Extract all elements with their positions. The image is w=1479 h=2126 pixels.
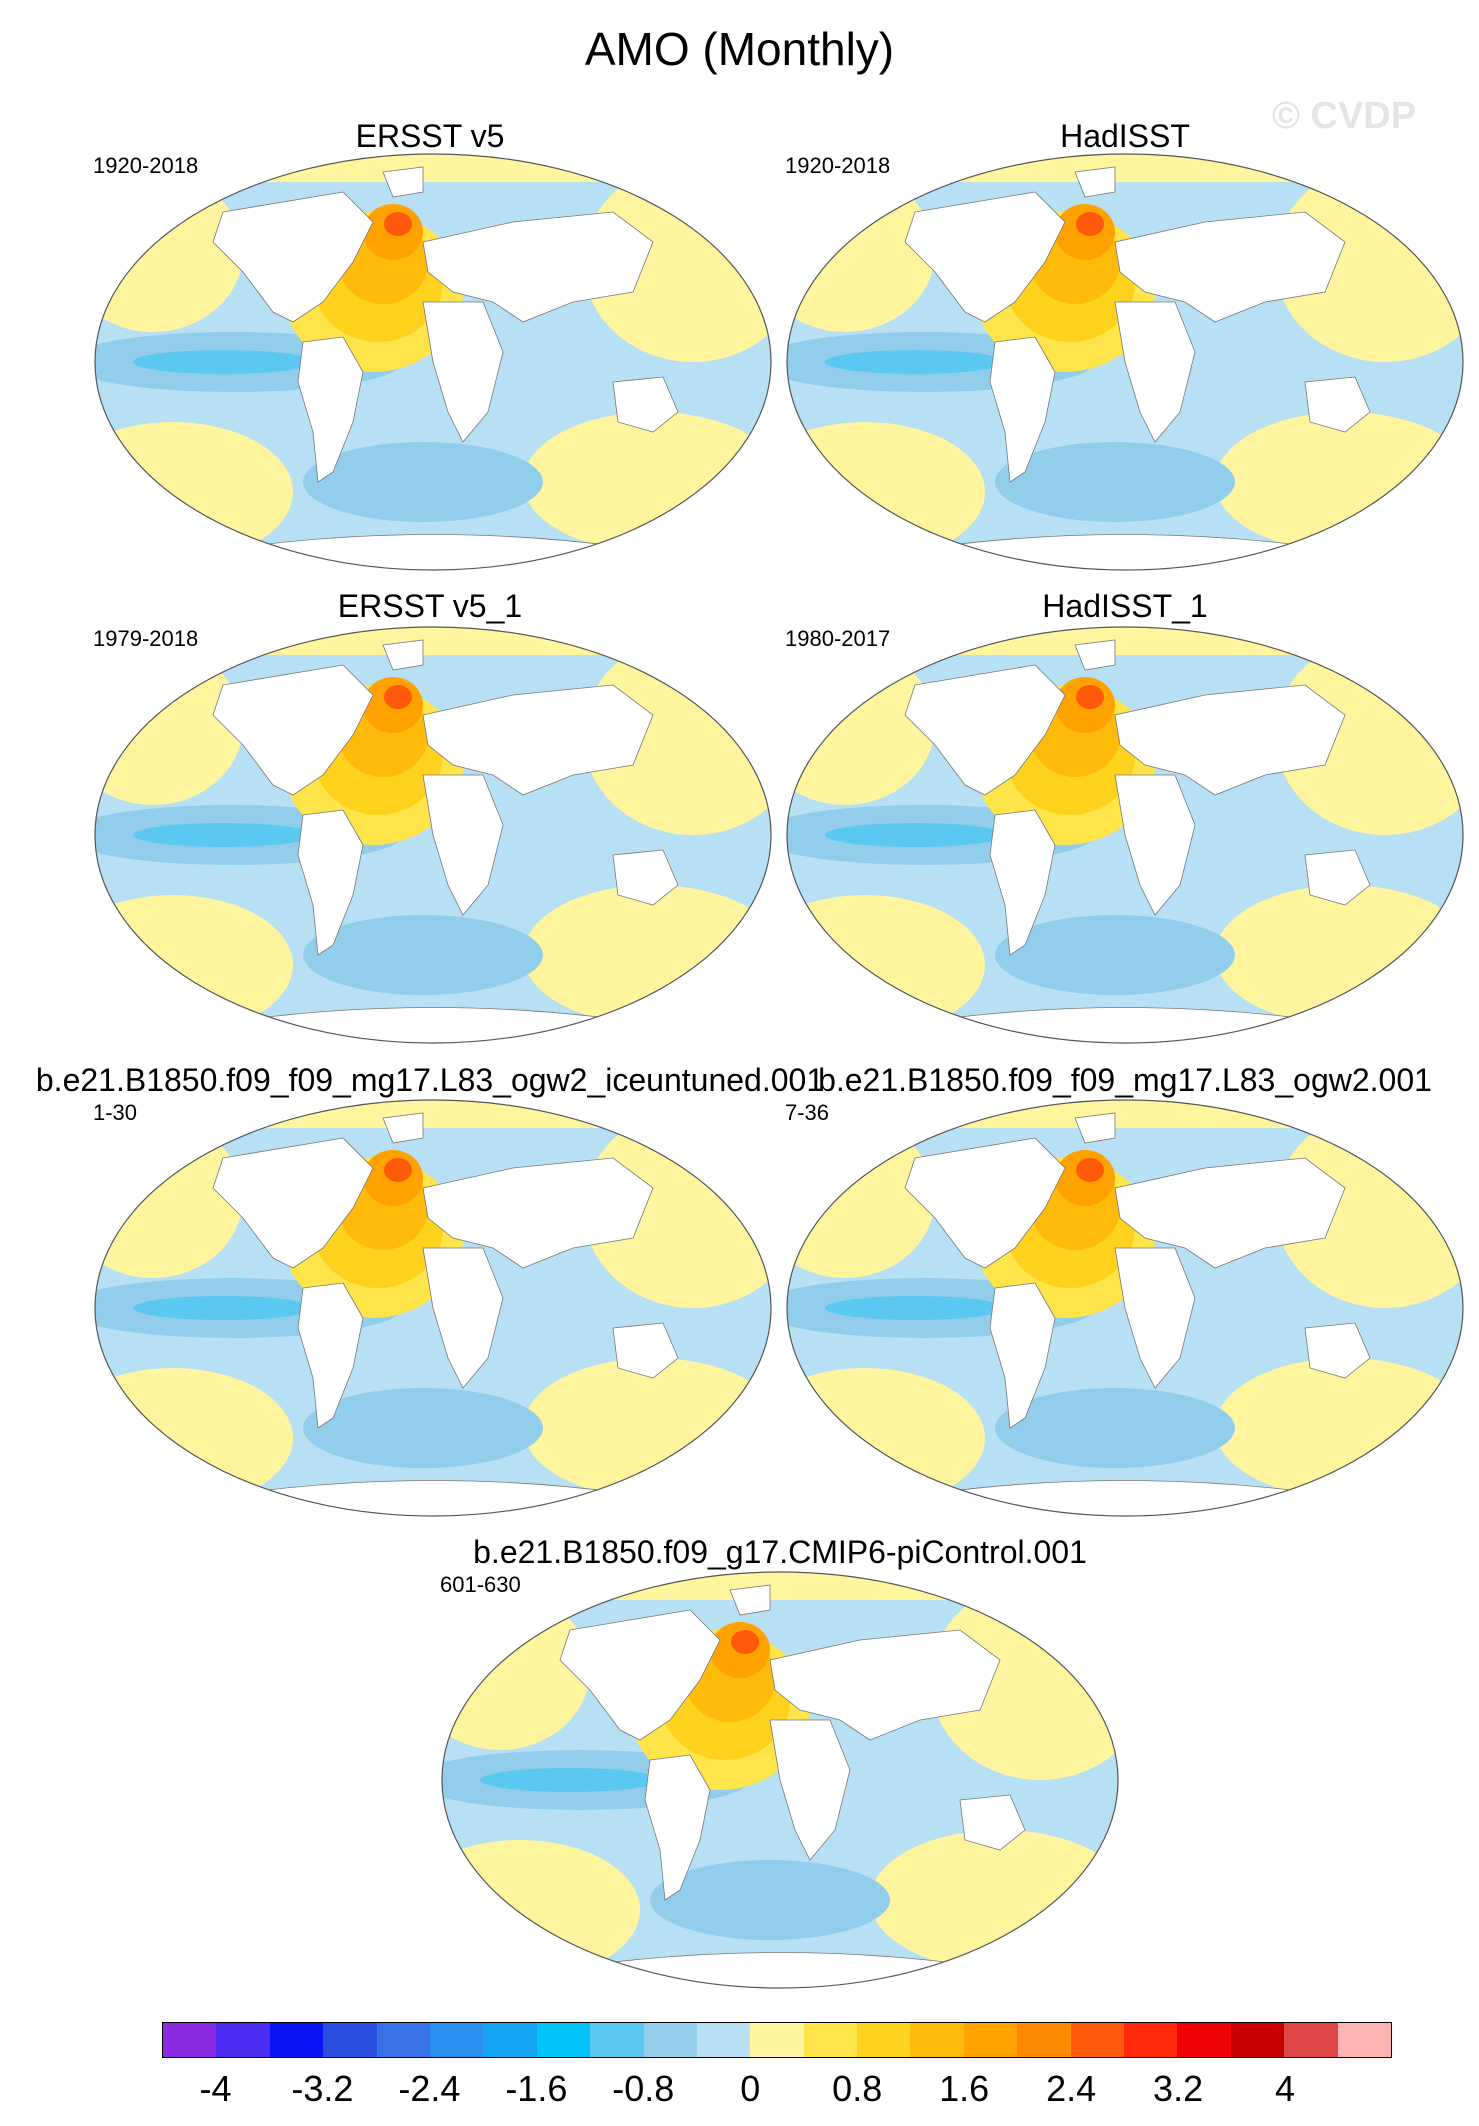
colorbar-cell bbox=[910, 2023, 964, 2057]
colorbar-tick-label: 2.4 bbox=[1046, 2068, 1097, 2109]
colorbar-cell bbox=[1230, 2023, 1285, 2057]
panel-title: b.e21.B1850.f09_f09_mg17.L83_ogw2_iceunt… bbox=[35, 1062, 825, 1098]
sst-regression-map bbox=[785, 625, 1465, 1045]
colorbar-cell bbox=[590, 2023, 644, 2057]
cvdp-watermark: © CVDP bbox=[1272, 95, 1417, 137]
panel-title: ERSST v5_1 bbox=[337, 588, 523, 624]
colorbar-cell bbox=[1070, 2023, 1125, 2057]
colorbar-tick-label: 3.2 bbox=[1153, 2068, 1204, 2109]
colorbar-cell bbox=[1337, 2023, 1391, 2057]
colorbar-tick-label: 1.6 bbox=[939, 2068, 990, 2109]
colorbar-cell bbox=[1284, 2023, 1338, 2057]
colorbar-cell bbox=[483, 2023, 537, 2057]
sst-regression-map bbox=[93, 1098, 773, 1518]
sst-regression-map bbox=[440, 1570, 1120, 1990]
panel-title: HadISST_1 bbox=[1042, 588, 1208, 624]
panel-period: 1979-2018 bbox=[93, 626, 199, 651]
panel-title: b.e21.B1850.f09_g17.CMIP6-piControl.001 bbox=[473, 1534, 1087, 1570]
colorbar-cell bbox=[963, 2023, 1018, 2057]
colorbar-tick-label: -2.4 bbox=[398, 2068, 461, 2109]
colorbar-cell bbox=[269, 2023, 324, 2057]
colorbar-labels: -4 -3.2 -2.4 -1.6 -0.8 0 0.8 1.6 2.4 3.2 4 bbox=[0, 2068, 1479, 2109]
colorbar-tick-label: -3.2 bbox=[291, 2068, 354, 2109]
colorbar-tick-label: 0 bbox=[740, 2068, 761, 2109]
colorbar-cell bbox=[750, 2023, 804, 2057]
colorbar-cell bbox=[803, 2023, 858, 2057]
panel-title: b.e21.B1850.f09_f09_mg17.L83_ogw2.001 bbox=[818, 1062, 1432, 1098]
panel-title: HadISST bbox=[1060, 118, 1190, 154]
panel-period: 601-630 bbox=[440, 1572, 521, 1597]
colorbar-tick-label: -4 bbox=[199, 2068, 232, 2109]
colorbar-cell bbox=[696, 2023, 751, 2057]
colorbar-cell bbox=[429, 2023, 484, 2057]
sst-regression-map bbox=[93, 152, 773, 572]
colorbar-tick-label: 4 bbox=[1275, 2068, 1296, 2109]
panel-period: 1920-2018 bbox=[785, 153, 891, 178]
colorbar-cell bbox=[163, 2023, 217, 2057]
sst-regression-map bbox=[785, 1098, 1465, 1518]
colorbar-cell bbox=[857, 2023, 911, 2057]
colorbar-cell bbox=[1124, 2023, 1178, 2057]
colorbar-cell bbox=[323, 2023, 377, 2057]
colorbar bbox=[162, 2022, 1392, 2058]
colorbar-cell bbox=[536, 2023, 591, 2057]
panel-title: ERSST v5 bbox=[355, 118, 505, 154]
colorbar-tick-label: -0.8 bbox=[612, 2068, 675, 2109]
figure-title: AMO (Monthly) bbox=[584, 23, 895, 75]
sst-regression-map bbox=[93, 625, 773, 1045]
colorbar-tick-label: 0.8 bbox=[832, 2068, 883, 2109]
colorbar-cell bbox=[1177, 2023, 1231, 2057]
panel-period: 7-36 bbox=[785, 1100, 830, 1125]
colorbar-cell bbox=[376, 2023, 430, 2057]
colorbar-cell bbox=[216, 2023, 270, 2057]
panel-period: 1980-2017 bbox=[785, 626, 891, 651]
panel-period: 1920-2018 bbox=[93, 153, 199, 178]
sst-regression-map bbox=[785, 152, 1465, 572]
panel-period: 1-30 bbox=[93, 1100, 138, 1125]
colorbar-cell bbox=[1017, 2023, 1071, 2057]
colorbar-cell bbox=[643, 2023, 697, 2057]
colorbar-tick-label: -1.6 bbox=[505, 2068, 568, 2109]
